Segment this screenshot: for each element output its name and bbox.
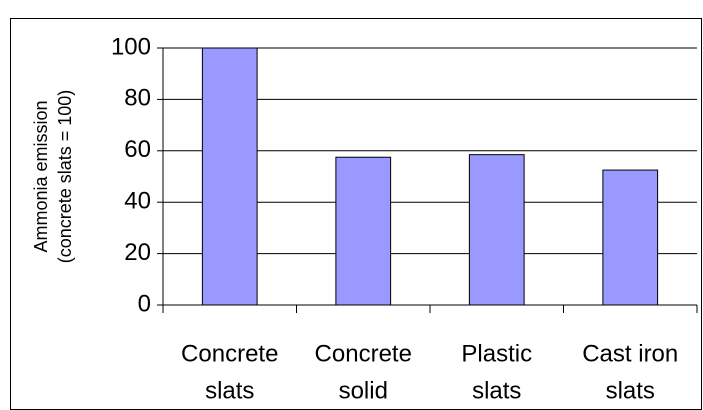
y-tick-label: 40 [124,188,151,215]
x-tick-label: slats [205,377,254,404]
bar [335,156,392,306]
x-tick-label: solid [339,377,388,404]
bar [602,169,659,306]
x-tick-label: Concrete [315,340,412,367]
bar [468,154,525,306]
y-tick-label: 60 [124,136,151,163]
y-tick-label: 20 [124,239,151,266]
x-tick-label: Cast iron [582,340,678,367]
x-tick-label: slats [472,377,521,404]
y-tick-label: 0 [138,290,151,317]
y-tick-label: 80 [124,85,151,112]
x-tick-label: Concrete [181,340,278,367]
y-axis-label: Ammonia emission [31,100,51,252]
y-tick-label: 100 [111,33,151,60]
x-tick-label: slats [606,377,655,404]
bar [201,47,258,306]
y-axis-label: (concrete slats = 100) [55,90,75,264]
x-tick-label: Plastic [461,340,532,367]
